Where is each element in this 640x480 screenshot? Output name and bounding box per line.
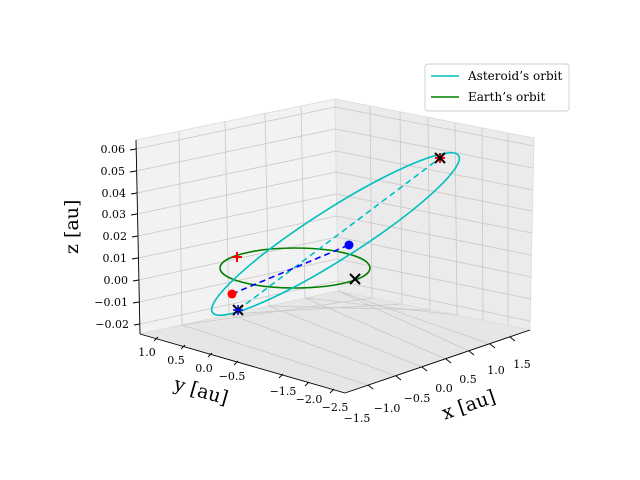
y-tick-label: −0.5 [219,370,246,383]
earth-orbit [219,247,371,289]
y-tick-mark [153,336,159,342]
x-tick-label: −1.0 [374,402,401,415]
x-axis-line [344,329,531,394]
axis-lines [135,139,531,394]
x-tick-label: 0.0 [435,382,453,395]
x-tick-label: 0.5 [459,373,477,386]
x-tick-label: −0.5 [404,392,431,405]
red-plus-marker [232,252,242,262]
z-tick-label: 0.05 [101,165,126,178]
y-tick-mark [180,344,186,350]
asteroid-orbit [210,151,461,317]
asteroid-node-line [237,157,441,311]
z-tick-mark [132,301,140,304]
z-tick-label: 0.03 [102,208,127,221]
z-tick-label: −0.01 [94,296,128,309]
legend-box [424,63,570,112]
z-axis-label: z [au] [61,200,83,254]
grid [135,105,535,386]
x-tick-mark [395,375,402,381]
z-tick-label: 0.06 [101,143,126,156]
y-tick-mark [278,373,284,379]
x-tick-label: −1.5 [344,412,371,425]
x-tick-mark [421,366,428,372]
x-tick-label: 1.5 [513,358,531,371]
z-tick-mark [129,148,137,151]
z-tick-mark [130,192,138,195]
blue-plus-marker [233,305,243,315]
y-tick-mark [233,360,239,366]
y-axis-line [139,333,346,394]
z-tick-label: 0.04 [102,187,127,200]
z-tick-mark [131,235,139,238]
y-tick-label: −2.5 [322,401,349,414]
z-axis-line [135,139,141,335]
x-tick-mark [489,343,496,349]
earth-asteroid-line [231,244,350,295]
x-tick-label: 1.0 [487,364,505,377]
z-tick-mark [133,323,141,326]
y-tick-label: 0.5 [167,354,185,367]
panes [135,98,535,394]
legend-asteroid-label: Asteroid’s orbit [467,69,562,83]
y-tick-label: −2.0 [296,393,323,406]
ticks: 0.06 0.05 0.04 0.03 0.02 0.01 0.00 −0.01 −0.02 1.… [94,143,530,425]
back-right-pane [334,98,535,331]
z-tick-mark [130,213,138,216]
red-dot-marker [227,289,237,299]
x-tick-mark [509,336,516,342]
x-tick-mark [445,358,452,364]
z-tick-mark [131,257,139,260]
y-tick-label: −1.5 [270,385,297,398]
x-tick-mark [468,350,475,356]
z-tick-mark [129,170,137,173]
y-tick-mark [329,388,335,394]
y-tick-mark [304,381,310,387]
z-tick-label: −0.02 [95,318,129,331]
y-tick-mark [207,352,213,358]
black-x-marker-middle [349,273,361,285]
z-tick-mark [132,279,140,282]
z-tick-label: 0.01 [103,252,128,265]
y-tick-label: 1.0 [138,346,156,359]
z-tick-label: 0.02 [103,230,128,243]
x-tick-mark [367,384,374,390]
legend-earth-label: Earth’s orbit [468,90,545,104]
z-tick-label: 0.00 [104,274,129,287]
y-tick-label: 0.0 [195,362,213,375]
black-x-marker-top [434,152,446,164]
legend: Asteroid’s orbit Earth’s orbit [424,63,570,112]
blue-dot-marker [344,240,354,250]
